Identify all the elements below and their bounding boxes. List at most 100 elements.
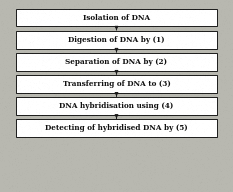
Point — [45, 190, 49, 192]
Point — [222, 7, 226, 10]
Point — [14, 127, 17, 130]
Point — [22, 27, 26, 30]
Point — [27, 185, 30, 188]
Point — [101, 128, 104, 131]
Point — [72, 170, 76, 173]
Point — [143, 74, 146, 77]
Text: Detecting of hybridised DNA by (5): Detecting of hybridised DNA by (5) — [45, 124, 188, 132]
Point — [108, 54, 112, 57]
Point — [199, 53, 202, 56]
Point — [209, 106, 213, 109]
Point — [191, 20, 195, 23]
Point — [112, 133, 115, 136]
Point — [106, 160, 110, 163]
Point — [189, 77, 193, 80]
Point — [57, 174, 61, 177]
Point — [219, 62, 223, 65]
Point — [193, 36, 197, 39]
Point — [197, 137, 201, 141]
Point — [202, 1, 206, 4]
Point — [198, 158, 202, 161]
Point — [218, 78, 221, 81]
Point — [123, 171, 126, 174]
Point — [115, 14, 119, 17]
Point — [0, 66, 3, 70]
Point — [103, 117, 107, 120]
Point — [43, 93, 46, 96]
Point — [55, 110, 59, 113]
Point — [126, 181, 129, 184]
Point — [200, 77, 204, 80]
Point — [49, 135, 53, 138]
Point — [177, 146, 181, 149]
Point — [186, 6, 190, 9]
Point — [99, 72, 103, 75]
Point — [130, 81, 134, 84]
Point — [136, 153, 140, 156]
Point — [81, 166, 84, 169]
Point — [136, 171, 140, 174]
Point — [231, 187, 233, 190]
Point — [63, 73, 67, 76]
Point — [73, 79, 77, 82]
Point — [134, 104, 138, 107]
Point — [118, 41, 122, 44]
Point — [71, 90, 75, 94]
Point — [91, 92, 94, 95]
Point — [170, 69, 174, 72]
Point — [29, 0, 33, 3]
Point — [84, 110, 87, 113]
Point — [200, 122, 203, 125]
Point — [185, 1, 189, 4]
Point — [88, 56, 91, 60]
Point — [90, 158, 94, 161]
Point — [218, 22, 222, 25]
Point — [82, 23, 85, 26]
Point — [138, 154, 141, 157]
Point — [22, 161, 25, 164]
Point — [72, 104, 76, 108]
Point — [111, 176, 115, 180]
Point — [67, 164, 71, 167]
Point — [81, 185, 85, 188]
Point — [208, 2, 212, 5]
Point — [161, 32, 165, 35]
Point — [53, 93, 56, 96]
Point — [7, 176, 11, 179]
Point — [28, 11, 32, 14]
Point — [44, 71, 48, 74]
Point — [180, 63, 184, 66]
Point — [221, 120, 225, 123]
Point — [160, 182, 164, 185]
Point — [114, 120, 118, 123]
Point — [26, 135, 30, 138]
Point — [174, 166, 177, 169]
Point — [125, 7, 128, 10]
Point — [203, 46, 207, 49]
Point — [161, 1, 164, 4]
Point — [99, 141, 102, 144]
Point — [80, 124, 83, 127]
Point — [66, 175, 70, 178]
Point — [115, 99, 118, 103]
Point — [0, 108, 4, 111]
Point — [185, 67, 189, 70]
Point — [128, 33, 132, 36]
Point — [126, 157, 130, 160]
Point — [17, 172, 21, 175]
Point — [32, 139, 36, 142]
Point — [223, 27, 226, 30]
Point — [85, 117, 88, 120]
Point — [198, 31, 201, 34]
Point — [15, 25, 19, 28]
Point — [144, 163, 147, 166]
Point — [184, 27, 188, 30]
Point — [117, 73, 121, 76]
Point — [186, 127, 190, 130]
Point — [161, 166, 164, 169]
Point — [16, 103, 20, 106]
Point — [201, 137, 205, 140]
Point — [0, 119, 4, 122]
Point — [15, 179, 18, 182]
Point — [148, 185, 152, 188]
